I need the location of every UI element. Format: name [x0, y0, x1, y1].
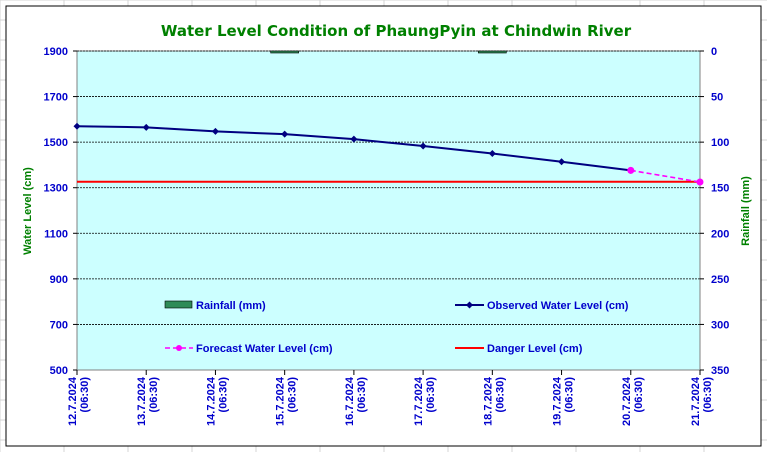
x-tick-date: 13.7.2024: [136, 376, 148, 426]
observed-point: [281, 130, 289, 138]
rainfall-bars: [270, 50, 507, 54]
forecast-point: [627, 166, 635, 174]
x-axis-ticks: 12.7.2024 (06:30) 13.7.2024 (06:30) 14.7.202…: [67, 370, 714, 426]
y-tick-label: 1900: [44, 46, 68, 58]
x-tick-time: (06:30): [217, 377, 229, 413]
rainfall-bar: [478, 50, 507, 54]
chart-title: Water Level Condition of PhaungPyin at C…: [161, 22, 632, 40]
y-tick-label: 1300: [44, 183, 68, 195]
observed-point: [558, 158, 566, 166]
forecast-point: [696, 178, 704, 186]
x-tick-time: (06:30): [425, 377, 437, 413]
observed-point: [419, 142, 427, 150]
forecast-water-level-series: [627, 166, 704, 186]
x-tick-label: 18.7.2024 (06:30): [482, 376, 506, 426]
x-tick-time: (06:30): [564, 377, 576, 413]
y-tick-label: 1100: [44, 228, 68, 240]
y2-tick-label: 0: [711, 46, 717, 58]
x-tick-label: 20.7.2024 (06:30): [621, 376, 645, 426]
observed-water-level-series: [73, 122, 635, 174]
legend-label: Danger Level (cm): [487, 343, 583, 355]
y-axis-label: Water Level (cm): [22, 167, 34, 255]
x-tick-label: 13.7.2024 (06:30): [136, 376, 160, 426]
legend-label: Rainfall (mm): [196, 300, 266, 312]
x-tick-date: 20.7.2024: [621, 376, 633, 426]
observed-point: [350, 135, 358, 143]
x-tick-date: 15.7.2024: [275, 376, 287, 426]
x-tick-label: 21.7.2024 (06:30): [690, 376, 714, 426]
x-tick-time: (06:30): [702, 377, 714, 413]
legend-label: Forecast Water Level (cm): [196, 343, 333, 355]
plot-area: [76, 50, 701, 371]
legend-rainfall-swatch: [164, 300, 193, 309]
y-tick-label: 1500: [44, 137, 68, 149]
x-tick-date: 21.7.2024: [690, 376, 702, 426]
x-tick-time: (06:30): [494, 377, 506, 413]
y2-tick-label: 300: [711, 319, 729, 331]
observed-point: [488, 150, 496, 158]
x-tick-time: (06:30): [287, 377, 299, 413]
x-tick-time: (06:30): [356, 377, 368, 413]
rainfall-bar: [270, 50, 299, 54]
legend: Rainfall (mm) Observed Water Level (cm) Fo…: [164, 300, 629, 355]
x-tick-label: 17.7.2024 (06:30): [413, 376, 437, 426]
gridlines: [77, 50, 700, 325]
y-tick-label: 1700: [44, 92, 68, 104]
y-tick-label: 700: [50, 319, 68, 331]
x-tick-date: 18.7.2024: [482, 376, 494, 426]
y2-tick-label: 50: [711, 92, 723, 104]
x-tick-date: 12.7.2024: [67, 376, 79, 426]
x-tick-label: 16.7.2024 (06:30): [344, 376, 368, 426]
observed-point: [142, 123, 150, 131]
y2-tick-label: 250: [711, 274, 729, 286]
observed-point: [211, 127, 219, 135]
x-tick-label: 12.7.2024 (06:30): [67, 376, 91, 426]
x-tick-time: (06:30): [79, 377, 91, 413]
observed-point: [73, 122, 81, 130]
y2-tick-label: 350: [711, 365, 729, 377]
y2-tick-label: 100: [711, 137, 729, 149]
y2-tick-label: 200: [711, 228, 729, 240]
legend-observed-marker: [466, 301, 473, 309]
x-tick-date: 14.7.2024: [205, 376, 217, 426]
y-tick-label: 500: [50, 365, 68, 377]
x-tick-label: 14.7.2024 (06:30): [205, 376, 229, 426]
x-tick-date: 16.7.2024: [344, 376, 356, 426]
legend-label: Observed Water Level (cm): [487, 300, 629, 312]
x-tick-label: 15.7.2024 (06:30): [275, 376, 299, 426]
y-axis-ticks: 500 700 900 1100 1300 1500 1700 1900: [44, 46, 77, 377]
x-tick-date: 19.7.2024: [552, 376, 564, 426]
y2-tick-label: 150: [711, 183, 729, 195]
x-tick-time: (06:30): [148, 377, 160, 413]
x-tick-time: (06:30): [633, 377, 645, 413]
x-tick-date: 17.7.2024: [413, 376, 425, 426]
forecast-line: [630, 169, 701, 183]
y2-axis-ticks: 0 50 100 150 200 250 300 350: [700, 46, 729, 377]
x-tick-label: 19.7.2024 (06:30): [552, 376, 576, 426]
y-tick-label: 900: [50, 274, 68, 286]
y2-axis-label: Rainfall (mm): [740, 176, 752, 246]
legend-forecast-marker: [176, 345, 182, 351]
